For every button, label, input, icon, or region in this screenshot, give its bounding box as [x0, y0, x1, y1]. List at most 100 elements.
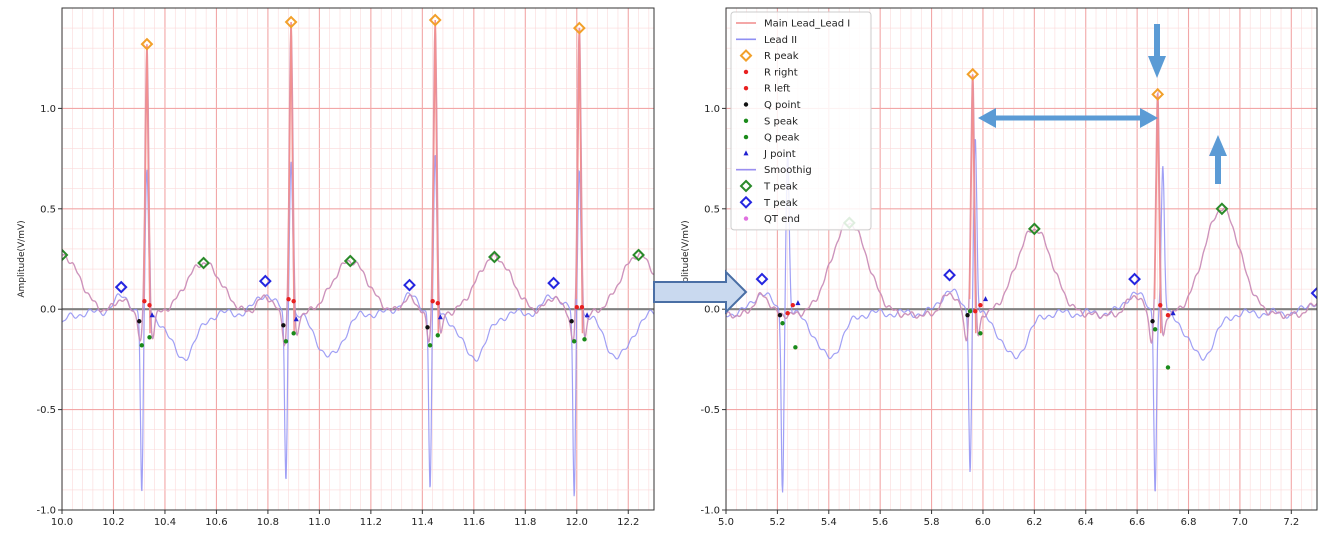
t-peak-marker: [943, 268, 956, 282]
y-tick-label: -0.5: [700, 405, 720, 416]
t-peak-marker: [547, 276, 561, 290]
x-tick-label: 12.2: [617, 517, 639, 528]
legend-swatch: [743, 118, 749, 124]
legend-swatch: [739, 195, 753, 209]
t-peak-marker: [343, 254, 357, 268]
q-peak-marker: [283, 339, 289, 344]
x-tick-label: 5.2: [769, 517, 785, 528]
legend-label: R left: [764, 84, 790, 95]
r-right-marker: [790, 302, 796, 308]
r-wave: [968, 74, 977, 334]
q-peak-marker: [427, 343, 433, 348]
down-arrow: [1148, 24, 1166, 78]
x-tick-label: 7.0: [1232, 517, 1248, 528]
markers: [755, 67, 1317, 370]
s-peak-marker: [978, 331, 983, 336]
r-peak-marker: [284, 15, 298, 29]
y-tick-label: -1.0: [36, 506, 56, 517]
x-tick-label: 5.4: [821, 517, 837, 528]
q-point-marker: [965, 313, 970, 318]
r-right-marker: [435, 300, 440, 306]
legend-swatch: [743, 86, 749, 91]
r-right-marker: [291, 298, 296, 304]
t-peak-marker: [1027, 222, 1041, 236]
y-tick-label: 1.0: [40, 104, 56, 115]
legend-swatch: [743, 216, 749, 221]
r-wave: [575, 28, 584, 334]
legend-swatch: [743, 134, 749, 140]
legend-swatch: [743, 150, 749, 156]
r-wave: [431, 20, 440, 334]
q-peak-marker: [1152, 327, 1158, 332]
x-tick-label: 10.2: [102, 517, 124, 528]
legend-label: Q point: [764, 100, 801, 111]
s-peak-marker: [1165, 365, 1171, 370]
q-peak-marker: [780, 321, 785, 326]
y-tick-label: 0.0: [40, 305, 56, 316]
r-peak-marker: [428, 13, 442, 27]
legend-label: R right: [764, 67, 798, 78]
j-point-marker: [584, 312, 590, 318]
x-tick-label: 6.6: [1129, 517, 1145, 528]
legend-swatch: [739, 179, 753, 193]
legend-label: S peak: [764, 116, 798, 127]
legend-label: QT end: [764, 214, 800, 225]
t-peak-marker: [1215, 202, 1229, 216]
plot-frame: [725, 7, 1318, 511]
j-point-marker: [293, 316, 299, 322]
x-tick-label: 5.8: [924, 517, 940, 528]
r-left-marker: [430, 298, 435, 304]
q-point-marker: [1150, 319, 1155, 324]
y-tick-label: -1.0: [700, 506, 720, 517]
r-wave: [1153, 94, 1162, 334]
y-tick-label: 0.5: [704, 204, 720, 215]
x-tick-label: 6.0: [975, 517, 991, 528]
x-tick-label: 6.8: [1181, 517, 1197, 528]
r-right-marker: [579, 304, 585, 310]
plot-frame: [61, 7, 655, 511]
x-tick-label: 10.6: [205, 517, 227, 528]
legend-label: Main Lead_Lead I: [764, 19, 850, 30]
s-peak-marker: [291, 331, 296, 336]
x-tick-label: 10.8: [257, 517, 279, 528]
t-peak-marker: [62, 248, 69, 262]
x-tick-label: 11.0: [308, 517, 330, 528]
x-tick-label: 10.0: [51, 517, 73, 528]
q-point-marker: [137, 319, 142, 324]
smoothing-trace: [62, 23, 654, 347]
y-tick-label: 1.0: [704, 104, 720, 115]
t-peak-marker: [197, 256, 210, 270]
t-peak-marker: [1310, 286, 1317, 300]
t-peak-marker: [488, 250, 501, 264]
r-peak-marker: [140, 37, 154, 51]
q-point-marker: [425, 325, 430, 330]
x-tick-label: 12.0: [566, 517, 588, 528]
markers: [62, 13, 645, 348]
y-tick-label: -0.5: [36, 405, 56, 416]
y-axis-label: Amplitude(V/mV): [681, 220, 691, 297]
y-axis-label: Amplitude(V/mV): [17, 220, 27, 297]
x-tick-label: 10.4: [154, 517, 176, 528]
y-tick-label: 0.0: [704, 305, 720, 316]
r-peak-marker: [1151, 87, 1165, 101]
x-tick-label: 11.8: [514, 517, 536, 528]
q-point-marker: [569, 319, 574, 324]
legend: Main Lead_Lead I Lead II R peak R right R le…: [730, 11, 872, 231]
j-point-marker: [149, 312, 155, 318]
x-tick-label: 11.2: [360, 517, 382, 528]
legend-swatch: [743, 102, 749, 107]
x-tick-label: 5.6: [872, 517, 888, 528]
ecg-grid: [62, 8, 654, 510]
x-tick-label: 6.2: [1026, 517, 1042, 528]
t-peak-marker: [755, 272, 769, 286]
j-point-marker: [1170, 310, 1176, 316]
q-point-marker: [777, 313, 783, 318]
t-peak-marker: [632, 248, 645, 262]
x-tick-label: 5.0: [718, 517, 734, 528]
r-right-marker: [1165, 313, 1171, 318]
r-left-marker: [286, 296, 291, 302]
r-left-marker: [142, 298, 147, 304]
x-tick-label: 11.6: [463, 517, 485, 528]
t-peak-marker: [258, 274, 272, 288]
